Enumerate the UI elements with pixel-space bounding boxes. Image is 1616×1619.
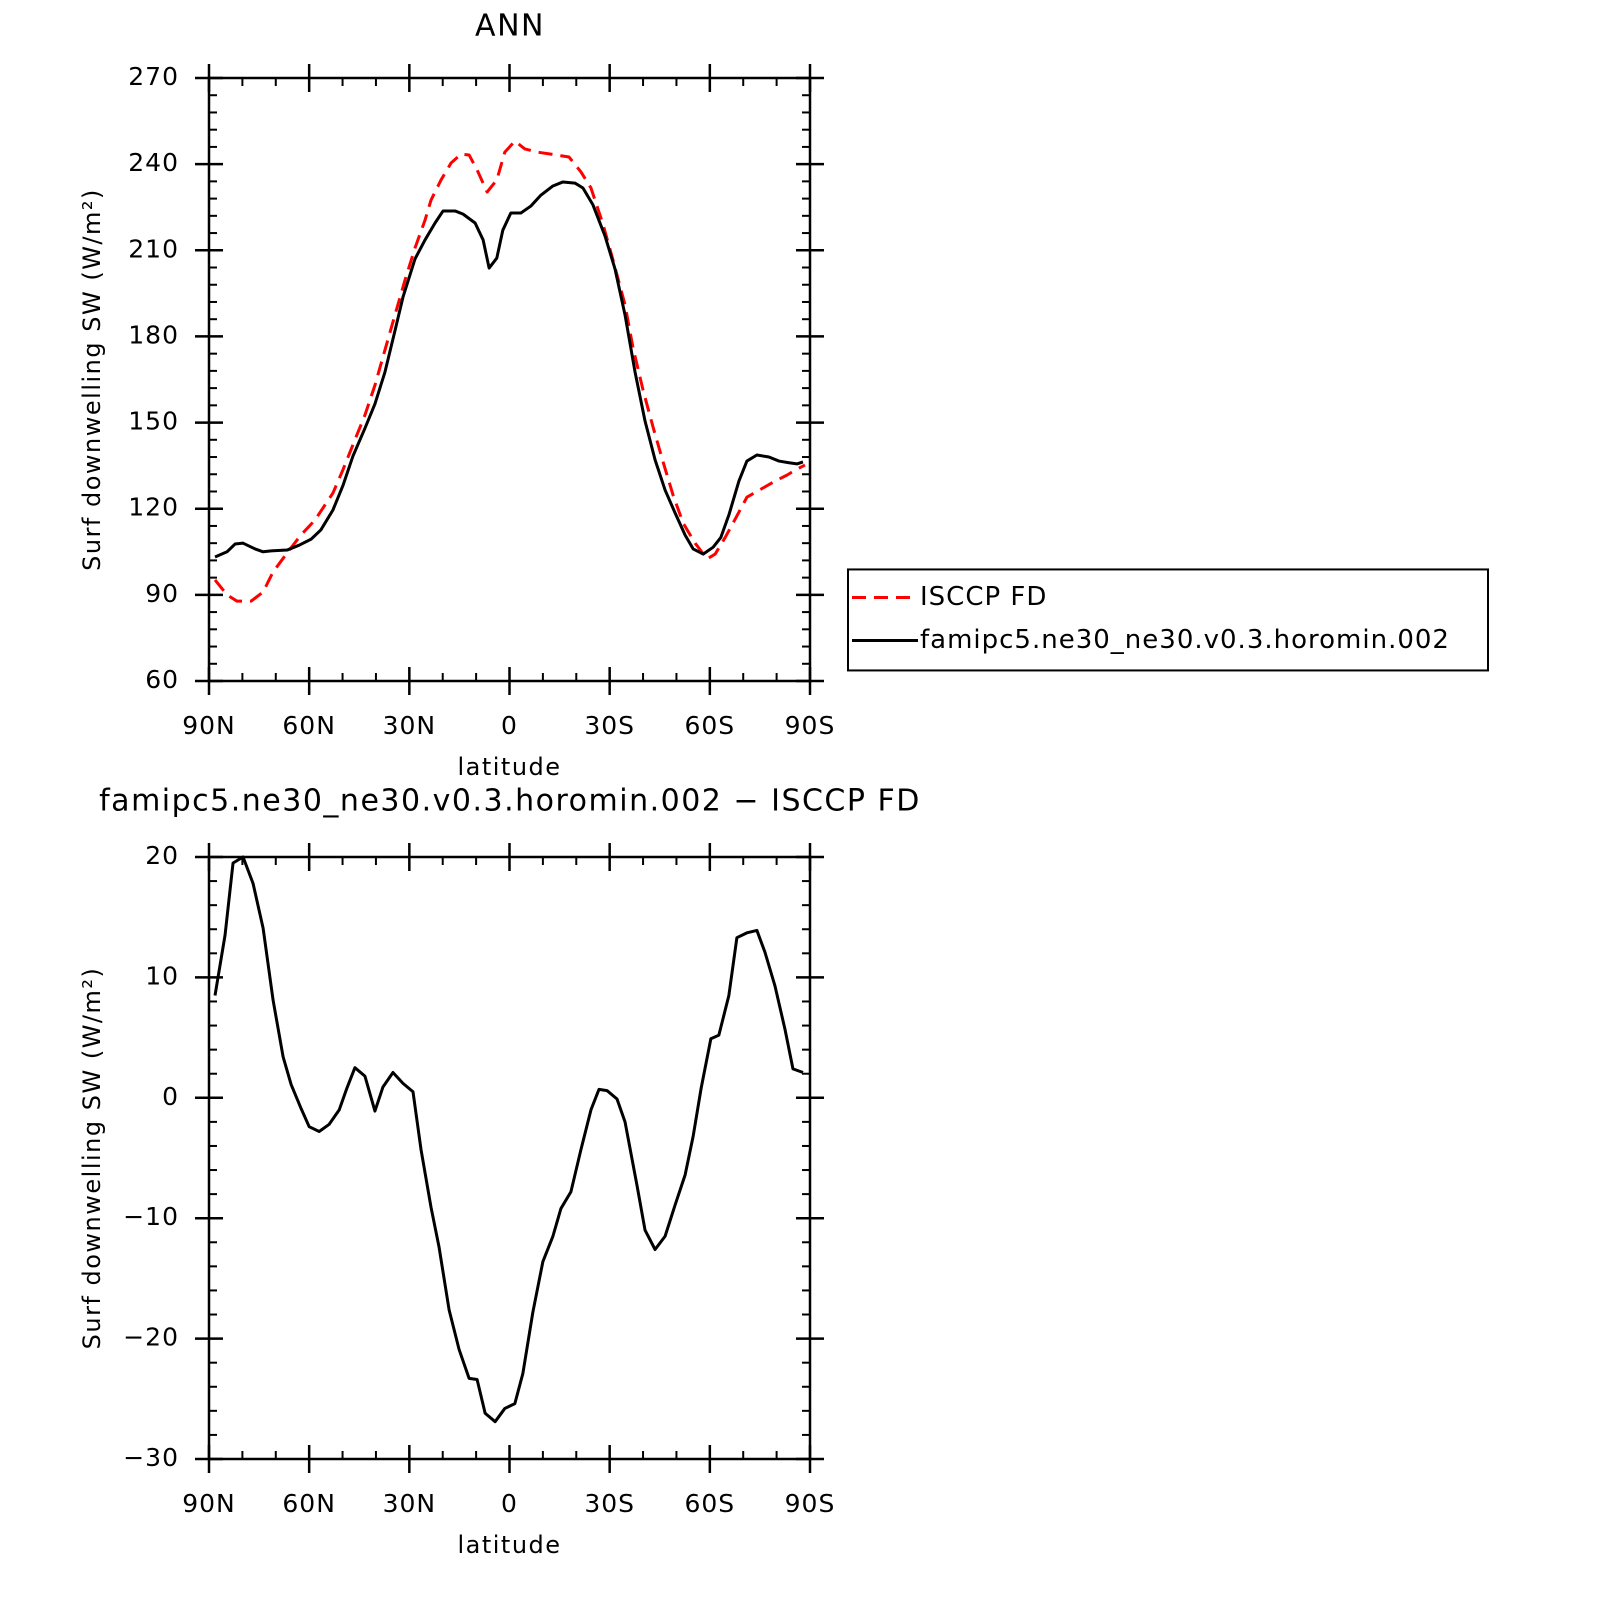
y-tick-label: 20 (145, 841, 179, 870)
data-line (213, 139, 806, 603)
x-tick-label: 0 (501, 711, 518, 740)
plot-frame (207, 76, 812, 683)
y-tick-label: 0 (162, 1082, 179, 1111)
y-tick-label: 180 (128, 320, 179, 349)
x-tick-label: 90S (785, 1489, 836, 1518)
x-tick-label: 30S (584, 1489, 635, 1518)
y-tick-label: 270 (128, 62, 179, 91)
y-tick-label: −20 (123, 1323, 179, 1352)
x-axis-label: latitude (457, 1531, 561, 1559)
plot-frame (207, 855, 812, 1461)
y-tick-label: −10 (123, 1202, 179, 1231)
x-tick-label: 60S (684, 711, 735, 740)
y-tick-label: −30 (123, 1443, 179, 1472)
x-tick-label: 0 (501, 1489, 518, 1518)
legend-label: famipc5.ne30_ne30.v0.3.horomin.002 (920, 625, 1450, 655)
chart: famipc5.ne30_ne30.v0.3.horomin.002 − ISC… (78, 784, 921, 1560)
data-line (214, 180, 804, 559)
x-tick-label: 90N (182, 1489, 236, 1518)
y-tick-label: 120 (128, 493, 179, 522)
x-tick-label: 90S (785, 711, 836, 740)
y-axis-label: Surf downwelling SW (W/m²) (78, 188, 106, 571)
x-tick-label: 90N (182, 711, 236, 740)
x-tick-label: 60S (684, 1489, 735, 1518)
y-tick-label: 240 (128, 148, 179, 177)
x-tick-label: 30S (584, 711, 635, 740)
x-tick-label: 60N (282, 711, 336, 740)
y-tick-label: 60 (145, 665, 179, 694)
x-tick-label: 60N (282, 1489, 336, 1518)
chart: ANN 60 90 120 150 180 210 240 270 90N 60N 30N 0 30S 60… (78, 9, 1489, 781)
chart-title: famipc5.ne30_ne30.v0.3.horomin.002 − ISC… (99, 784, 921, 819)
legend-box (847, 568, 1489, 672)
y-tick-label: 150 (128, 407, 179, 436)
data-line (213, 855, 804, 1424)
x-tick-label: 30N (383, 711, 437, 740)
y-tick-label: 90 (145, 579, 179, 608)
y-tick-label: 210 (128, 234, 179, 263)
chart-title: ANN (475, 9, 545, 44)
x-tick-label: 30N (383, 1489, 437, 1518)
x-axis-label: latitude (457, 753, 561, 781)
y-axis-label: Surf downwelling SW (W/m²) (78, 967, 106, 1350)
y-tick-label: 10 (145, 961, 179, 990)
legend-label: ISCCP FD (920, 582, 1047, 612)
